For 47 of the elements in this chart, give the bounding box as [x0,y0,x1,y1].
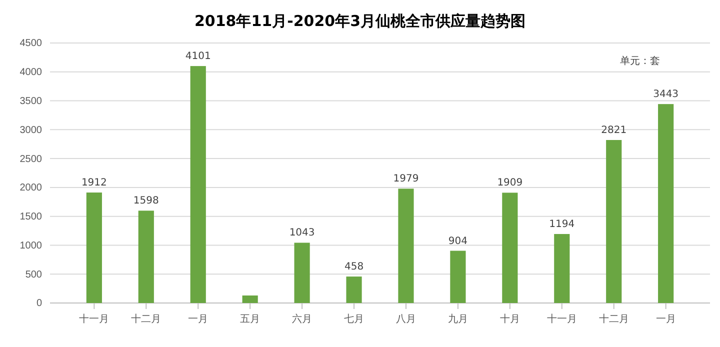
x-tick-label: 十二月 [598,313,629,326]
annotation: 单元：套 [620,55,660,67]
bar [450,250,466,303]
y-tick-label: 2000 [20,182,42,194]
data-label: 1194 [549,219,575,230]
x-tick-label: 五月 [240,314,260,326]
x-tick-label: 九月 [448,313,468,326]
y-tick-label: 4500 [20,38,42,50]
x-tick-label: 一月 [188,314,208,326]
y-tick-label: 3000 [20,124,42,136]
x-tick-label: 十一月 [546,313,577,326]
y-tick-label: 1500 [20,212,42,223]
chart-title: 2018年11月-2020年3月仙桃全市供应量趋势图 [194,12,526,30]
x-tick-label: 十一月 [79,313,110,326]
bar [502,192,518,303]
bar [346,276,362,303]
y-tick-label: 4000 [20,67,42,78]
bar [554,234,570,303]
bar [658,104,674,303]
x-tick-label: 八月 [396,314,416,326]
x-tick-label: 七月 [344,313,364,326]
bar [242,295,258,303]
data-label: 4101 [185,51,211,62]
x-tick-label: 六月 [292,313,312,326]
y-tick-label: 500 [25,269,42,280]
x-tick-label: 一月 [656,314,676,326]
bar [86,192,102,303]
bar [138,210,154,303]
x-tick-label: 十月 [500,313,520,326]
y-tick-label: 0 [36,298,42,310]
x-tick-label: 十二月 [131,313,162,326]
data-label: 1043 [289,228,315,239]
data-label: 3443 [653,89,679,100]
y-tick-label: 1000 [20,240,42,252]
data-label: 1979 [393,174,419,185]
bar [606,140,622,303]
data-label: 2821 [601,125,627,136]
data-label: 458 [344,262,364,273]
bar [294,242,310,303]
bar [398,188,414,303]
y-tick-label: 3500 [20,96,42,107]
y-tick-label: 2500 [20,154,42,165]
data-label: 1912 [81,178,107,189]
bar [190,66,206,303]
data-label: 1598 [133,196,159,207]
data-label: 904 [448,236,468,247]
data-label: 1909 [497,178,523,189]
